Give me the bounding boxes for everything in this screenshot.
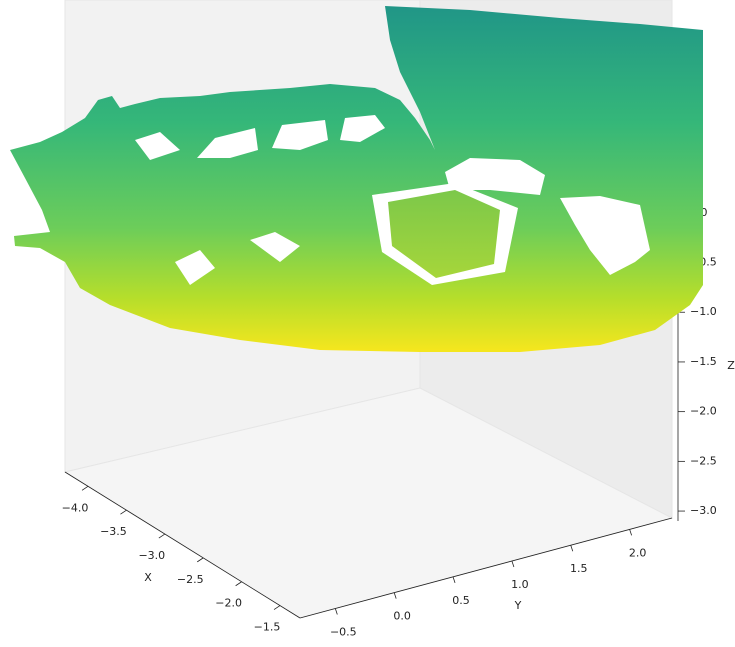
y-tick-mark [394,593,396,599]
y-tick-label: 0.5 [452,594,470,607]
x-tick-mark [236,582,242,586]
chart: −4.0 −3.5 −3.0 −2.5 −2.0 −1.5 −0.5 0.0 0.5 1.0 1.5… [0,0,735,643]
y-tick-label: 0.0 [393,610,411,623]
x-tick-mark [159,534,165,538]
y-tick-label: 2.0 [629,546,647,559]
y-tick-mark [571,545,573,551]
y-axis-label: Y [514,599,522,612]
z-tick-label: −1.5 [690,355,717,368]
y-tick-label: 1.0 [511,578,529,591]
z-tick-label: −2.5 [690,454,717,467]
x-tick-label: −3.0 [138,549,165,562]
z-axis-label: Z [727,359,735,372]
x-tick-label: −3.5 [100,525,127,538]
x-tick-mark [197,558,203,562]
y-tick-mark [630,529,632,535]
z-tick-label: −1.0 [690,305,717,318]
y-tick-mark [453,577,455,583]
x-axis-label: X [144,571,152,584]
x-tick-label: −2.5 [177,573,204,586]
x-tick-mark [120,510,126,514]
y-tick-label: −0.5 [330,626,357,639]
x-tick-label: −2.0 [215,597,242,610]
x-tick-label: −1.5 [254,621,281,634]
y-tick-label: 1.5 [570,562,588,575]
y-tick-mark [335,609,337,615]
z-tick-label: −3.0 [690,504,717,517]
x-tick-mark [274,606,280,610]
x-tick-label: −4.0 [62,501,89,514]
y-tick-mark [512,561,514,567]
x-tick-mark [82,486,88,490]
z-tick-label: −2.0 [690,405,717,418]
